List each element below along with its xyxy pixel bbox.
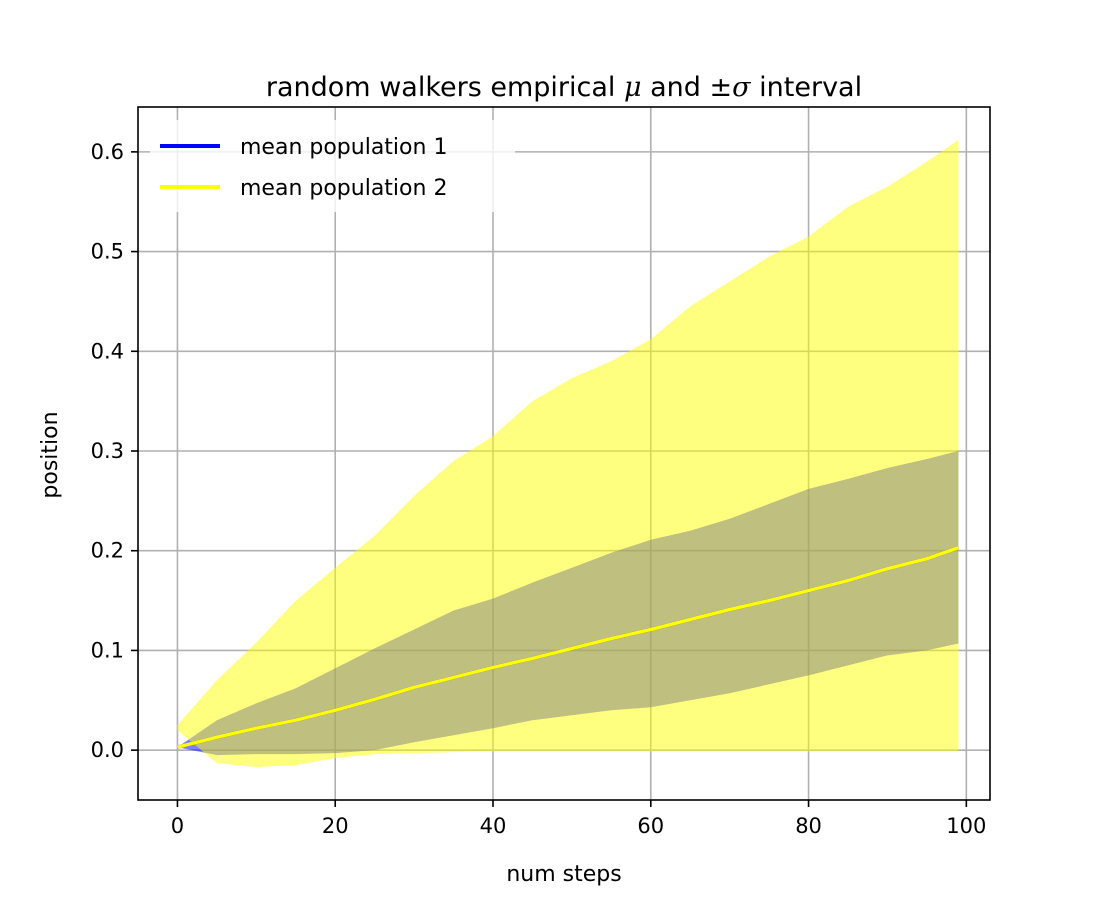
x-tick-label: 20 <box>322 814 349 838</box>
axes-frame <box>137 106 991 801</box>
sigma-band-population-2 <box>177 139 959 768</box>
y-axis-label: position <box>38 411 63 498</box>
mean-line-population-2 <box>176 546 959 749</box>
title-suffix: interval <box>751 72 863 103</box>
y-tick-label: 0.6 <box>91 140 124 164</box>
sigma-bands <box>177 139 959 768</box>
y-tick-label: 0.3 <box>91 439 124 463</box>
x-tick-label: 40 <box>480 814 507 838</box>
y-tick-label: 0.1 <box>91 638 124 662</box>
legend: mean population 1 mean population 2 <box>150 120 515 212</box>
title-mu-symbol: μ <box>624 72 642 103</box>
y-tick-label: 0.5 <box>91 240 124 264</box>
y-tick-label: 0.0 <box>91 738 124 762</box>
x-tick-label: 0 <box>171 814 184 838</box>
x-tick-label: 100 <box>946 814 986 838</box>
mean-lines <box>176 546 959 749</box>
axis-ticks: 0 20 40 60 80 100 0.0 0.1 0.2 0.3 0.4 0.5 0.6 <box>91 140 987 838</box>
y-tick-label: 0.2 <box>91 539 124 563</box>
x-tick-label: 80 <box>795 814 822 838</box>
x-tick-label: 60 <box>637 814 664 838</box>
legend-box <box>150 120 515 212</box>
title-sigma-symbol: σ <box>732 72 752 103</box>
legend-label-population-2: mean population 2 <box>240 176 447 201</box>
title-middle: and ± <box>642 72 733 103</box>
x-axis-label: num steps <box>506 862 621 887</box>
chart-title: random walkers empirical μ and ±σ interv… <box>266 72 862 103</box>
legend-label-population-1: mean population 1 <box>240 135 447 160</box>
title-prefix: random walkers empirical <box>266 72 624 103</box>
y-tick-label: 0.4 <box>91 339 124 363</box>
